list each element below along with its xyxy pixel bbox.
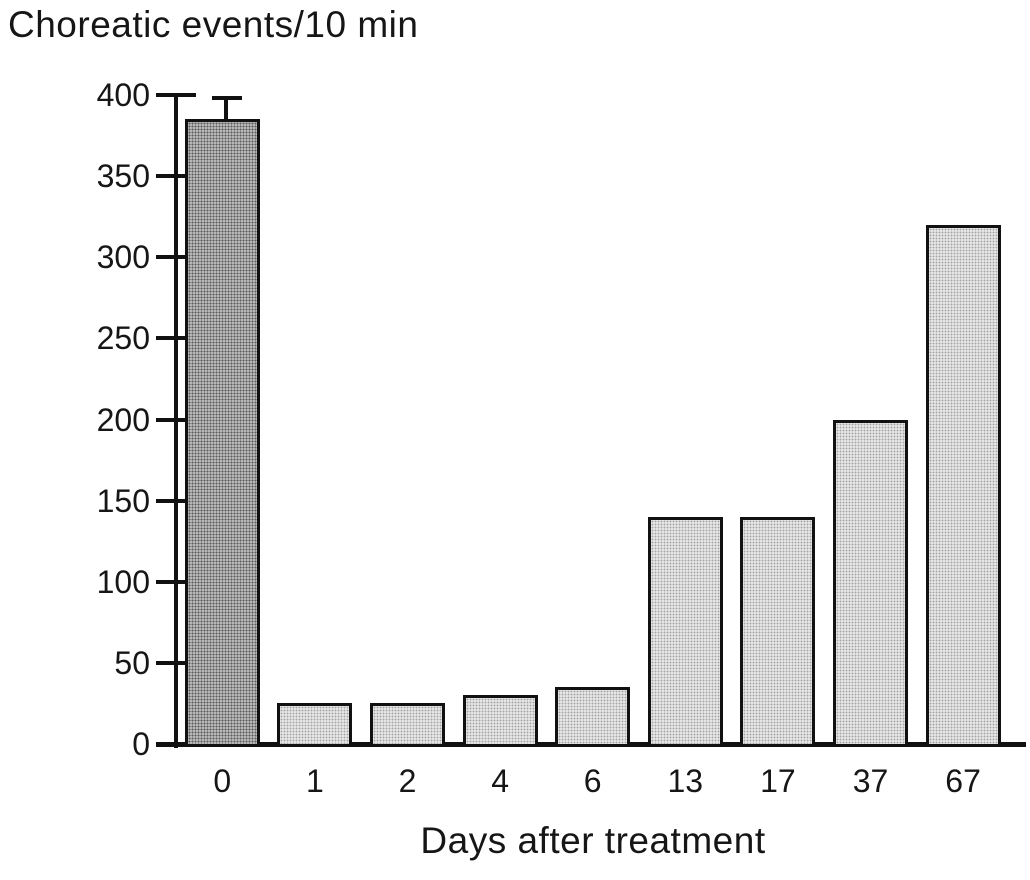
y-tick (156, 417, 196, 422)
y-tick-label: 100 (96, 563, 150, 600)
chart-title: Choreatic events/10 min (8, 4, 419, 45)
x-tick-label: 13 (667, 763, 704, 799)
x-tick-label: 67 (945, 763, 981, 799)
x-axis-title: Days after treatment (420, 820, 766, 861)
x-axis-line (156, 742, 1026, 747)
bar-day-17 (740, 516, 816, 744)
bar-day-37 (833, 419, 908, 744)
x-tick-label: 37 (852, 763, 889, 799)
x-tick-label: 0 (213, 763, 232, 799)
y-tick (156, 742, 196, 746)
bar-day-6 (555, 687, 631, 744)
y-tick (156, 660, 196, 665)
x-tick-label: 2 (398, 763, 417, 799)
bar-day-13 (647, 516, 723, 744)
bar-day-0 (184, 119, 260, 744)
y-tick-label: 250 (96, 320, 150, 357)
y-tick (156, 174, 196, 179)
y-tick (156, 336, 196, 341)
y-tick-label: 0 (132, 726, 150, 762)
bar-day-4 (462, 695, 538, 744)
error-bar-stem (224, 98, 229, 120)
y-tick (156, 255, 196, 260)
y-tick-label: 150 (96, 482, 150, 519)
error-bar-cap (212, 96, 243, 101)
bar-day-1 (277, 703, 353, 744)
y-tick-label: 400 (96, 77, 150, 113)
y-tick-label: 350 (96, 158, 150, 195)
x-tick-label: 4 (491, 763, 509, 799)
y-tick (156, 498, 196, 503)
x-tick-label: 6 (583, 763, 602, 799)
y-tick (156, 93, 196, 97)
y-tick-label: 200 (96, 401, 150, 438)
bar-day-67 (925, 224, 1001, 744)
y-tick-label: 300 (96, 239, 150, 276)
bar-day-2 (370, 703, 445, 744)
y-tick (156, 579, 196, 584)
x-tick-label: 17 (760, 763, 796, 799)
y-tick-label: 50 (114, 644, 150, 681)
x-tick-label: 1 (305, 763, 324, 799)
